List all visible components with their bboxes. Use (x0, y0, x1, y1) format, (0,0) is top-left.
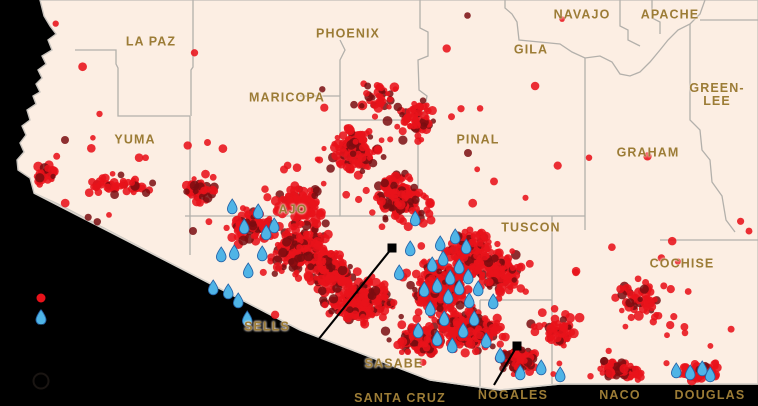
county-label-sasabe: SASABE (364, 356, 424, 371)
county-label-gila: GILA (513, 42, 549, 57)
legend-water-drop (35, 309, 47, 325)
county-label-sells: SELLS (244, 319, 290, 334)
border-label-naco: NACO (599, 388, 641, 402)
county-label-pinal: PINAL (456, 132, 500, 147)
legend-death-dot (36, 293, 46, 303)
county-label-ajo: AJO (278, 202, 308, 217)
mexico-border-line (33, 192, 758, 391)
county-label-apache: APACHE (640, 7, 700, 22)
county-label-greenlee: GREEN- LEE (689, 80, 745, 108)
county-label-cochise: COCHISE (649, 256, 715, 271)
county-label-graham: GRAHAM (616, 145, 680, 160)
legend-open-circle (32, 372, 50, 390)
county-label-la-paz: LA PAZ (125, 34, 177, 49)
county-label-tuscon: TUSCON (501, 220, 561, 235)
county-label-yuma: YUMA (114, 132, 156, 147)
county-label-navajo: NAVAJO (553, 7, 611, 22)
county-label-phoenix: PHOENIX (316, 26, 380, 41)
county-label-maricopa: MARICOPA (249, 90, 325, 105)
border-label-douglas: DOUGLAS (674, 388, 746, 402)
border-label-nogales: NOGALES (477, 388, 549, 402)
border-label-santa-cruz: SANTA CRUZ (354, 391, 446, 405)
